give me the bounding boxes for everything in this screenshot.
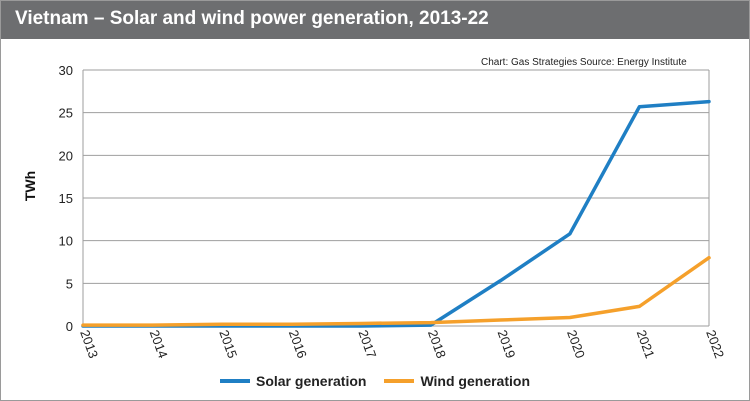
series-line-solar — [81, 99, 711, 328]
x-tick-label: 2020 — [564, 328, 588, 360]
x-tick-label: 2014 — [147, 328, 171, 360]
y-tick-label: 10 — [59, 234, 73, 249]
data-point-solar — [429, 323, 433, 327]
y-tick-label: 15 — [59, 191, 73, 206]
x-tick-label: 2013 — [77, 328, 101, 360]
legend-item-solar: Solar generation — [219, 373, 367, 389]
data-point-solar — [637, 105, 641, 109]
data-point-wind — [290, 322, 294, 326]
series-lines — [81, 99, 711, 328]
data-point-wind — [81, 323, 85, 327]
y-tick-label: 20 — [59, 148, 73, 163]
x-tick-label: 2022 — [703, 328, 727, 360]
data-point-solar — [359, 324, 363, 328]
data-point-wind — [151, 323, 155, 327]
x-axis-ticks: 2013 2014 2015 2016 2017 2018 2019 2020 2021 2022 — [77, 328, 727, 360]
gridlines — [82, 69, 710, 327]
data-point-wind — [568, 315, 572, 319]
series-line-wind — [81, 255, 711, 327]
x-tick-label: 2017 — [355, 328, 379, 360]
legend-swatch — [219, 379, 250, 383]
data-point-wind — [498, 318, 502, 322]
source-note: Chart: Gas Strategies Source: Energy Ins… — [481, 57, 687, 68]
data-point-wind — [707, 256, 711, 260]
y-axis-title: TWh — [22, 171, 38, 201]
y-tick-label: 30 — [59, 63, 73, 78]
data-point-solar — [707, 100, 711, 104]
y-tick-label: 0 — [66, 319, 73, 334]
data-point-wind — [637, 304, 641, 308]
legend-label: Wind generation — [420, 373, 530, 389]
chart-title: Vietnam – Solar and wind power generatio… — [15, 8, 489, 29]
legend-swatch — [384, 379, 415, 383]
x-tick-label: 2019 — [495, 328, 519, 360]
x-tick-label: 2016 — [286, 328, 310, 360]
y-axis-ticks: 0 5 10 15 20 25 30 — [59, 63, 73, 334]
legend-label: Solar generation — [255, 373, 367, 389]
x-tick-label: 2021 — [634, 328, 658, 360]
data-point-wind — [359, 321, 363, 325]
legend-item-wind: Wind generation — [384, 373, 530, 389]
data-point-wind — [220, 322, 224, 326]
x-tick-label: 2015 — [216, 328, 240, 360]
data-point-solar — [498, 279, 502, 283]
data-point-solar — [568, 232, 572, 236]
legend: Solar generation Wind generation — [1, 373, 749, 389]
title-bar: Vietnam – Solar and wind power generatio… — [1, 1, 749, 39]
data-point-wind — [429, 321, 433, 325]
y-tick-label: 25 — [59, 106, 73, 121]
x-tick-label: 2018 — [425, 328, 449, 360]
y-tick-label: 5 — [66, 276, 73, 291]
